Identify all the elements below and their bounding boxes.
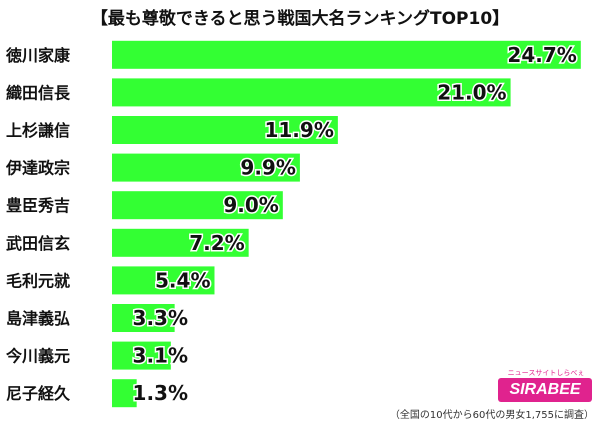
brand-tagline: ニュースサイトしらべぇ [507,369,585,377]
bar-9 [112,341,171,370]
bar-4 [112,153,300,182]
bar-1 [112,40,581,69]
value-label: 24.7% [507,43,576,67]
chart-title: 【最も尊敬できると思う戦国大名ランキングTOP10】 [90,9,510,29]
value-label: 3.3% [133,306,188,330]
bar-2 [112,78,511,107]
sirabee-logo: SIRABEE [498,378,592,402]
category-label: 徳川家康 [5,46,71,65]
category-label: 織田信長 [6,83,71,102]
survey-footnote: （全国の10代から60代の男女1,755に調査） [389,410,594,421]
category-label: 伊達政宗 [5,159,70,178]
value-label: 21.0% [437,80,506,104]
bar-5 [112,191,283,220]
value-label: 3.1% [133,344,188,368]
bar-6 [112,228,249,257]
category-label: 上杉謙信 [6,121,70,140]
value-label: 7.2% [189,231,244,255]
value-label: 9.0% [223,193,278,217]
bar-7 [112,266,215,295]
category-label: 豊臣秀吉 [6,196,70,215]
category-label: 島津義弘 [6,309,70,328]
category-label: 毛利元就 [6,271,70,290]
category-label: 尼子経久 [6,384,71,403]
value-label: 11.9% [264,118,333,142]
bar-10 [112,379,137,408]
category-label: 武田信玄 [6,234,70,253]
bar-8 [112,304,175,332]
value-label: 1.3% [133,381,188,405]
category-label: 今川義元 [5,347,70,366]
value-label: 5.4% [155,268,210,292]
bar-3 [112,116,338,144]
value-label: 9.9% [240,156,295,180]
